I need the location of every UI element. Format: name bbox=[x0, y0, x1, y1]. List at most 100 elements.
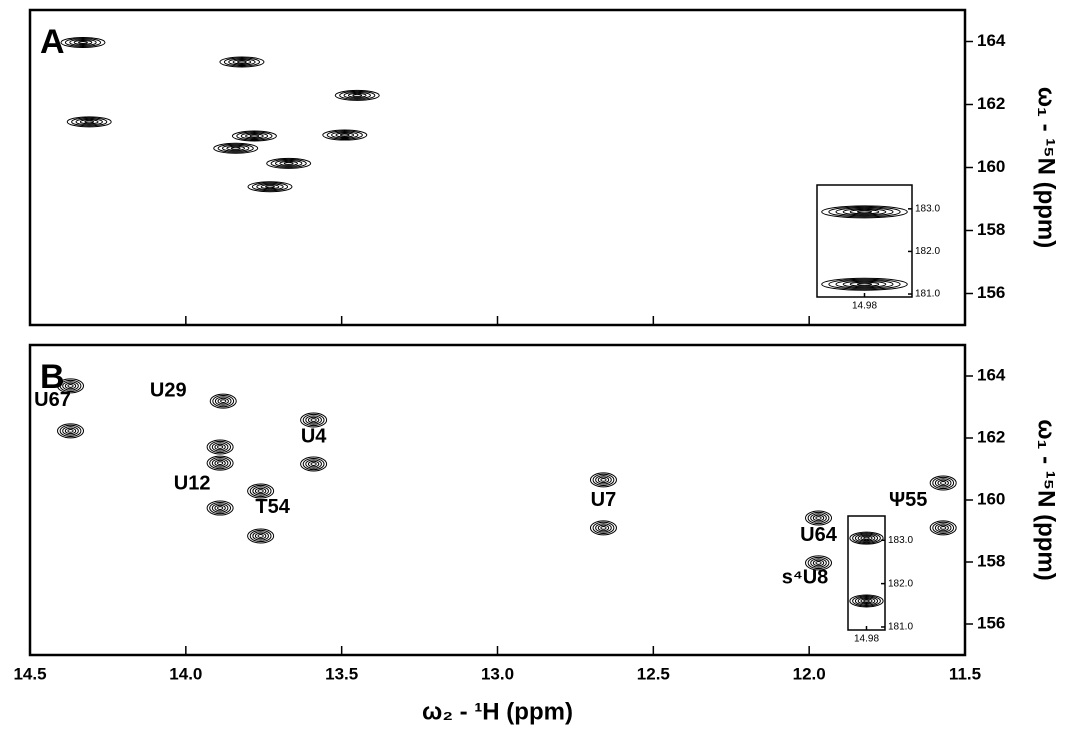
contour-ring bbox=[934, 478, 952, 488]
peak bbox=[247, 483, 275, 499]
contour-ring bbox=[932, 476, 955, 490]
peak bbox=[60, 36, 106, 48]
contour-ring bbox=[339, 133, 350, 137]
contour-ring bbox=[828, 278, 901, 290]
contour-ring bbox=[211, 458, 229, 468]
contour-ring bbox=[842, 280, 887, 288]
contour-ring bbox=[828, 206, 901, 218]
contour-ring bbox=[305, 459, 322, 469]
peak-label: T54 bbox=[255, 496, 290, 518]
contour-ring bbox=[214, 396, 232, 406]
y-tick-label: 162 bbox=[977, 427, 1005, 446]
contour-ring bbox=[223, 57, 261, 67]
contour-ring bbox=[249, 134, 260, 138]
contour-ring bbox=[326, 130, 363, 140]
y-tick-label: 160 bbox=[977, 157, 1005, 176]
contour-ring bbox=[343, 91, 371, 99]
contour-ring bbox=[84, 120, 95, 124]
contour-ring bbox=[245, 133, 264, 139]
panel-label: B bbox=[40, 358, 65, 396]
contour-ring bbox=[849, 281, 880, 287]
contour-ring bbox=[821, 205, 908, 219]
peak bbox=[929, 475, 957, 491]
contour-ring bbox=[305, 415, 322, 425]
peak-label: U64 bbox=[800, 524, 838, 546]
contour-ring bbox=[595, 475, 612, 485]
contour-ring bbox=[217, 506, 224, 510]
contour-ring bbox=[232, 59, 252, 65]
contour-ring bbox=[932, 521, 955, 535]
x-tick-label: 14.5 bbox=[13, 664, 46, 683]
contour-ring bbox=[60, 36, 106, 48]
contour-ring bbox=[214, 504, 226, 512]
contour-ring bbox=[335, 132, 355, 138]
contour-ring bbox=[589, 520, 617, 536]
contour-ring bbox=[934, 523, 952, 533]
contour-ring bbox=[807, 511, 830, 525]
contour-ring bbox=[213, 142, 259, 154]
contour-ring bbox=[322, 129, 368, 141]
contour-ring bbox=[812, 514, 825, 522]
contour-ring bbox=[59, 379, 82, 393]
contour-ring bbox=[251, 182, 289, 192]
contour-ring bbox=[62, 381, 79, 391]
y-tick-label: 164 bbox=[977, 365, 1006, 384]
contour-ring bbox=[310, 418, 317, 422]
x-tick-label: 12.5 bbox=[637, 664, 670, 683]
peak-label: Ψ55 bbox=[889, 489, 927, 511]
contour-ring bbox=[331, 131, 359, 139]
contour-ring bbox=[206, 439, 234, 455]
contour-ring bbox=[863, 536, 870, 540]
contour-ring bbox=[852, 595, 881, 607]
contour-ring bbox=[214, 459, 226, 467]
peak bbox=[300, 456, 328, 472]
contour-ring bbox=[219, 56, 265, 68]
peak bbox=[213, 142, 259, 154]
contour-ring bbox=[64, 37, 102, 47]
contour-ring bbox=[334, 89, 380, 101]
contour-ring bbox=[940, 526, 947, 530]
contour-ring bbox=[860, 598, 873, 604]
contour-ring bbox=[929, 475, 957, 491]
contour-ring bbox=[274, 159, 303, 167]
contour-ring bbox=[237, 60, 247, 64]
peak bbox=[334, 89, 380, 101]
contour-ring bbox=[863, 599, 870, 603]
inset-y-tick-label: 182.0 bbox=[915, 246, 940, 257]
contour-ring bbox=[937, 524, 949, 532]
contour-ring bbox=[64, 382, 77, 390]
contour-ring bbox=[352, 93, 363, 97]
inset-y-tick-label: 183.0 bbox=[915, 203, 940, 214]
contour-ring bbox=[821, 277, 908, 291]
contour-ring bbox=[279, 160, 298, 166]
contour-ring bbox=[247, 181, 293, 193]
contour-ring bbox=[260, 184, 280, 190]
inset-y-tick-label: 182.0 bbox=[888, 578, 913, 589]
contour-ring bbox=[815, 561, 822, 565]
peak bbox=[805, 555, 833, 571]
contour-ring bbox=[307, 416, 320, 424]
contour-ring bbox=[835, 207, 894, 217]
inset-label: s⁴U8 bbox=[782, 566, 829, 588]
contour-ring bbox=[940, 481, 947, 485]
peak bbox=[206, 439, 234, 455]
contour-ring bbox=[62, 426, 79, 436]
peak-label: U4 bbox=[301, 425, 327, 447]
y-tick-label: 158 bbox=[977, 551, 1005, 570]
panel-label: A bbox=[40, 23, 65, 61]
contour-ring bbox=[592, 521, 615, 535]
contour-ring bbox=[209, 501, 232, 515]
contour-ring bbox=[589, 472, 617, 488]
contour-ring bbox=[79, 119, 99, 125]
contour-ring bbox=[240, 132, 269, 140]
contour-ring bbox=[71, 117, 108, 127]
contour-ring bbox=[78, 40, 88, 44]
contour-ring bbox=[849, 209, 880, 215]
contour-ring bbox=[254, 532, 267, 540]
contour-ring bbox=[835, 279, 894, 289]
x-tick-label: 14.0 bbox=[169, 664, 202, 683]
peak bbox=[589, 472, 617, 488]
contour-ring bbox=[211, 503, 229, 513]
contour-ring bbox=[805, 555, 833, 571]
inset-x-tick-label: 14.98 bbox=[852, 301, 877, 312]
